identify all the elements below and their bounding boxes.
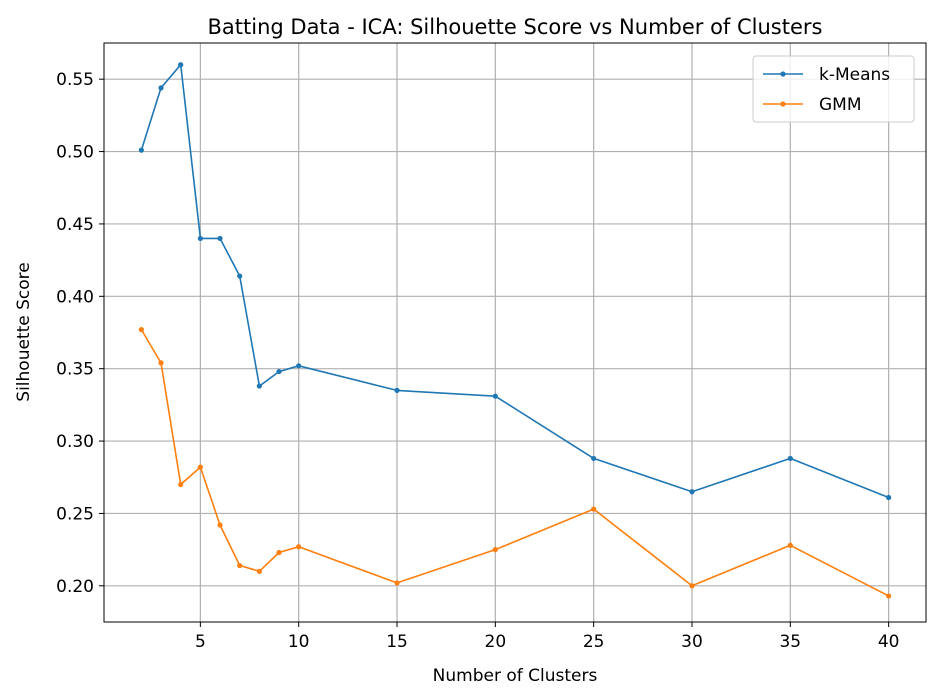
gmm-point: [787, 542, 793, 548]
gmm-point: [492, 547, 498, 553]
k-means-point: [197, 235, 203, 242]
x-tick-label: 25: [583, 632, 605, 652]
gmm-point: [138, 327, 144, 333]
y-tick-label: 0.55: [56, 70, 94, 90]
k-means-point: [787, 455, 793, 462]
y-tick-label: 0.50: [56, 143, 94, 163]
y-axis-label: Silhouette Score: [14, 262, 34, 401]
k-means-point: [689, 489, 695, 495]
legend: k-Means GMM: [752, 55, 915, 123]
legend-box: [752, 55, 915, 123]
y-axis-ticks: 0.20 0.25 0.30 0.35 0.40 0.45 0.50 0.55: [56, 70, 104, 597]
y-tick-label: 0.35: [56, 360, 94, 380]
x-tick-label: 5: [195, 632, 206, 652]
k-means-line: [140, 63, 889, 499]
y-tick-label: 0.40: [56, 287, 94, 307]
series-layer: [138, 62, 892, 599]
k-means-point: [237, 273, 243, 279]
y-tick-label: 0.30: [56, 432, 94, 452]
k-means-point: [296, 363, 302, 369]
x-tick-label: 35: [779, 632, 801, 652]
x-tick-label: 30: [681, 632, 703, 652]
gmm-point: [197, 464, 203, 470]
gmm-point: [158, 360, 164, 366]
gmm-point: [394, 580, 400, 586]
y-tick-label: 0.45: [56, 215, 94, 235]
series-k-means: [138, 62, 892, 501]
grid-lines: [104, 43, 926, 622]
legend-gmm-marker: [780, 101, 786, 107]
gmm-point: [886, 593, 892, 599]
gmm-point: [237, 562, 243, 569]
k-means-point: [276, 368, 282, 375]
y-tick-label: 0.20: [56, 577, 94, 597]
x-axis-label: Number of Clusters: [433, 666, 598, 686]
legend-k-means-label: k-Means: [819, 65, 890, 85]
gmm-point: [178, 481, 184, 488]
k-means-point: [256, 383, 262, 389]
legend-gmm-label: GMM: [819, 95, 862, 115]
x-axis-ticks: 5 10 15 20 25 30 35 40: [195, 622, 900, 652]
gmm-point: [276, 549, 282, 556]
y-tick-label: 0.25: [56, 504, 94, 524]
series-gmm: [138, 327, 892, 599]
k-means-point: [591, 455, 597, 462]
k-means-point: [178, 62, 184, 68]
x-tick-label: 20: [485, 632, 507, 652]
gmm-point: [296, 544, 302, 550]
k-means-point: [492, 393, 498, 399]
x-tick-label: 10: [288, 632, 310, 652]
k-means-point: [217, 235, 223, 242]
x-tick-label: 15: [386, 632, 408, 652]
gmm-point: [689, 583, 695, 589]
k-means-point: [158, 85, 164, 91]
k-means-point: [138, 147, 144, 153]
legend-k-means-marker: [780, 71, 786, 77]
gmm-point: [256, 568, 262, 574]
k-means-point: [394, 387, 400, 393]
x-tick-label: 40: [878, 632, 900, 652]
gmm-point: [591, 506, 597, 512]
k-means-point: [886, 494, 892, 501]
gmm-point: [217, 522, 223, 528]
chart-title: Batting Data - ICA: Silhouette Score vs …: [208, 15, 823, 39]
plot-frame: [103, 42, 927, 623]
